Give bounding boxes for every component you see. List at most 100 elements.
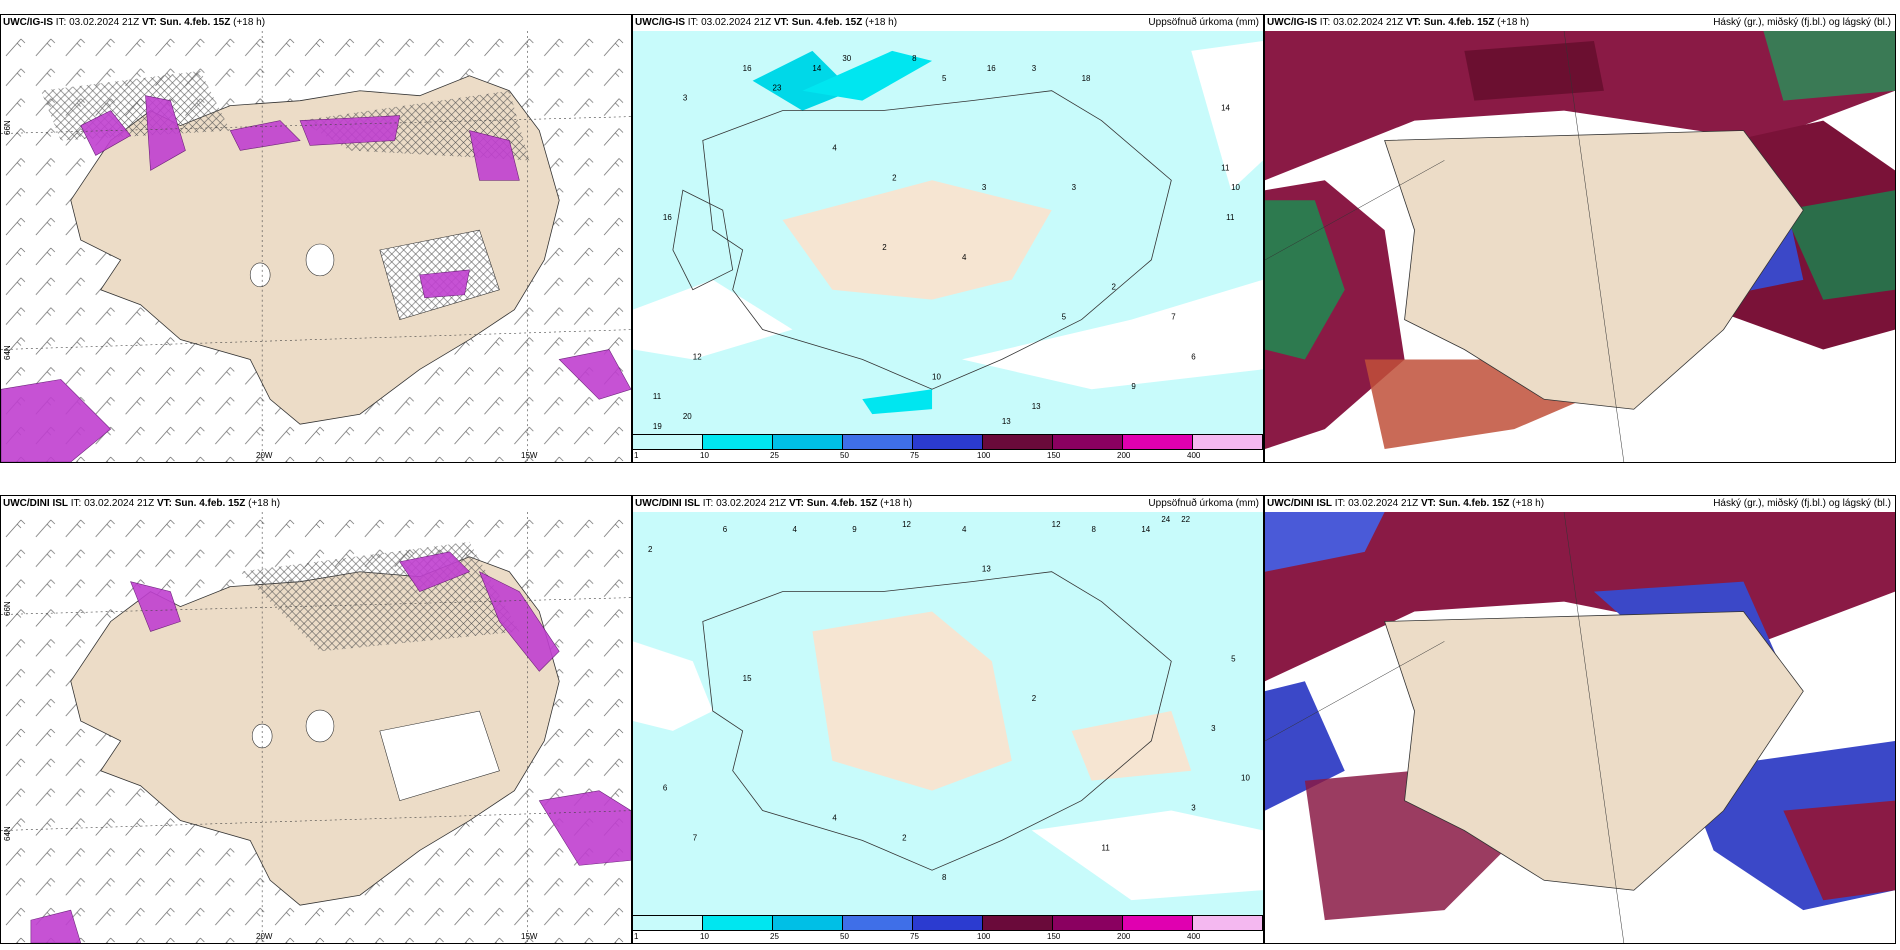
panel-clouds-dini: UWC/DINI ISL IT: 03.02.2024 21Z VT: Sun.… [1264, 495, 1896, 944]
svg-text:12: 12 [902, 520, 911, 529]
svg-text:3: 3 [1191, 804, 1196, 813]
colorbar-tick: 150 [1047, 451, 1061, 460]
svg-text:6: 6 [723, 525, 728, 534]
svg-text:3: 3 [1211, 724, 1216, 733]
svg-text:2: 2 [648, 545, 653, 554]
colorbar-tick: 10 [700, 932, 709, 941]
colorbar-seg [703, 915, 773, 931]
panel-precip-dini: UWC/DINI ISL IT: 03.02.2024 21Z VT: Sun.… [632, 495, 1264, 944]
colorbar-seg [913, 434, 983, 450]
lat-label-64n: 64N [3, 345, 12, 360]
colorbar-tick: 50 [840, 932, 849, 941]
panel-wind-igis: UWC/IG-IS IT: 03.02.2024 21Z VT: Sun. 4.… [0, 14, 632, 463]
svg-text:14: 14 [812, 64, 821, 73]
svg-text:6: 6 [663, 784, 668, 793]
colorbar-seg [633, 915, 703, 931]
lat-label-66n: 66N [3, 120, 12, 135]
colorbar-seg [773, 915, 843, 931]
colorbar-seg [983, 915, 1053, 931]
colorbar-tick: 1 [634, 932, 639, 941]
lon-label-15w: 15W [521, 932, 538, 941]
panel-title: UWC/IG-IS IT: 03.02.2024 21Z VT: Sun. 4.… [635, 17, 898, 28]
panel-title: UWC/DINI ISL IT: 03.02.2024 21Z VT: Sun.… [3, 498, 281, 509]
svg-text:2: 2 [902, 833, 907, 842]
svg-text:18: 18 [1082, 74, 1091, 83]
colorbar-seg [1123, 915, 1193, 931]
colorbar-tick: 75 [910, 932, 919, 941]
svg-text:10: 10 [1241, 774, 1250, 783]
colorbar-tick: 25 [770, 932, 779, 941]
colorbar-tick: 100 [977, 451, 991, 460]
colorbar-tick: 200 [1117, 932, 1131, 941]
map-precip-igis: 3 16 23 14 30 8 5 16 3 18 14 11 10 11 16 11 20 19 12… [633, 31, 1263, 434]
colorbar-tick: 1 [634, 451, 639, 460]
map-precip-dini: 2 6 4 9 12 4 12 8 14 24 22 5 3 6 7 2 8 11 3 10 4 15 13 2 [633, 512, 1263, 915]
svg-text:14: 14 [1221, 104, 1230, 113]
colorbar-seg [703, 434, 773, 450]
svg-text:9: 9 [852, 525, 857, 534]
panel-title: UWC/IG-IS IT: 03.02.2024 21Z VT: Sun. 4.… [1267, 17, 1530, 28]
colorbar-tick: 50 [840, 451, 849, 460]
colorbar-tick: 200 [1117, 451, 1131, 460]
svg-text:4: 4 [832, 143, 837, 152]
colorbar-tick: 10 [700, 451, 709, 460]
map-clouds-dini [1265, 512, 1895, 943]
svg-text:16: 16 [743, 64, 752, 73]
svg-text:4: 4 [962, 525, 967, 534]
panel-clouds-igis: UWC/IG-IS IT: 03.02.2024 21Z VT: Sun. 4.… [1264, 14, 1896, 463]
svg-text:8: 8 [912, 54, 917, 63]
svg-text:8: 8 [1092, 525, 1097, 534]
precip-colorbar: 1 10 25 50 75 100 150 200 400 [633, 434, 1263, 462]
svg-text:3: 3 [683, 94, 688, 103]
colorbar-tick: 75 [910, 451, 919, 460]
svg-text:11: 11 [1221, 163, 1230, 172]
colorbar-seg [1193, 434, 1263, 450]
svg-text:16: 16 [987, 64, 996, 73]
svg-text:4: 4 [832, 813, 837, 822]
svg-text:19: 19 [653, 422, 662, 431]
svg-text:20: 20 [683, 412, 692, 421]
svg-text:5: 5 [942, 74, 947, 83]
svg-text:8: 8 [942, 873, 947, 882]
map-wind-igis [1, 31, 631, 462]
svg-text:9: 9 [1131, 382, 1136, 391]
svg-text:14: 14 [1141, 525, 1150, 534]
colorbar-tick: 100 [977, 932, 991, 941]
panel-title: UWC/DINI ISL IT: 03.02.2024 21Z VT: Sun.… [1267, 498, 1545, 509]
svg-text:10: 10 [932, 372, 941, 381]
svg-text:13: 13 [982, 565, 991, 574]
lon-label-20w: 20W [256, 451, 273, 460]
colorbar-tick: 400 [1187, 451, 1201, 460]
svg-text:2: 2 [1032, 694, 1037, 703]
svg-text:30: 30 [842, 54, 851, 63]
precip-colorbar: 1 10 25 50 75 100 150 200 400 [633, 915, 1263, 943]
lat-label-66n: 66N [3, 601, 12, 616]
svg-text:13: 13 [1002, 417, 1011, 426]
panel-wind-dini: UWC/DINI ISL IT: 03.02.2024 21Z VT: Sun.… [0, 495, 632, 944]
panel-title: UWC/IG-IS IT: 03.02.2024 21Z VT: Sun. 4.… [3, 17, 266, 28]
svg-text:11: 11 [1226, 213, 1235, 222]
panel-variable: Háský (gr.), miðský (fj.bl.) og lágský (… [1713, 17, 1891, 28]
svg-text:3: 3 [1072, 183, 1077, 192]
colorbar-seg [1123, 434, 1193, 450]
svg-text:3: 3 [982, 183, 987, 192]
svg-text:4: 4 [962, 253, 967, 262]
svg-text:16: 16 [663, 213, 672, 222]
svg-text:7: 7 [693, 833, 698, 842]
panel-variable: Háský (gr.), miðský (fj.bl.) og lágský (… [1713, 498, 1891, 509]
map-wind-dini [1, 512, 631, 943]
colorbar-seg [1193, 915, 1263, 931]
colorbar-seg [913, 915, 983, 931]
colorbar-seg [633, 434, 703, 450]
colorbar-tick: 150 [1047, 932, 1061, 941]
svg-text:6: 6 [1191, 352, 1196, 361]
svg-text:24: 24 [1161, 515, 1170, 524]
svg-text:5: 5 [1231, 654, 1236, 663]
colorbar-tick: 25 [770, 451, 779, 460]
svg-text:22: 22 [1181, 515, 1190, 524]
svg-text:23: 23 [773, 84, 782, 93]
svg-text:2: 2 [892, 173, 897, 182]
svg-text:11: 11 [1102, 843, 1111, 852]
colorbar-seg [843, 915, 913, 931]
svg-text:11: 11 [653, 392, 662, 401]
